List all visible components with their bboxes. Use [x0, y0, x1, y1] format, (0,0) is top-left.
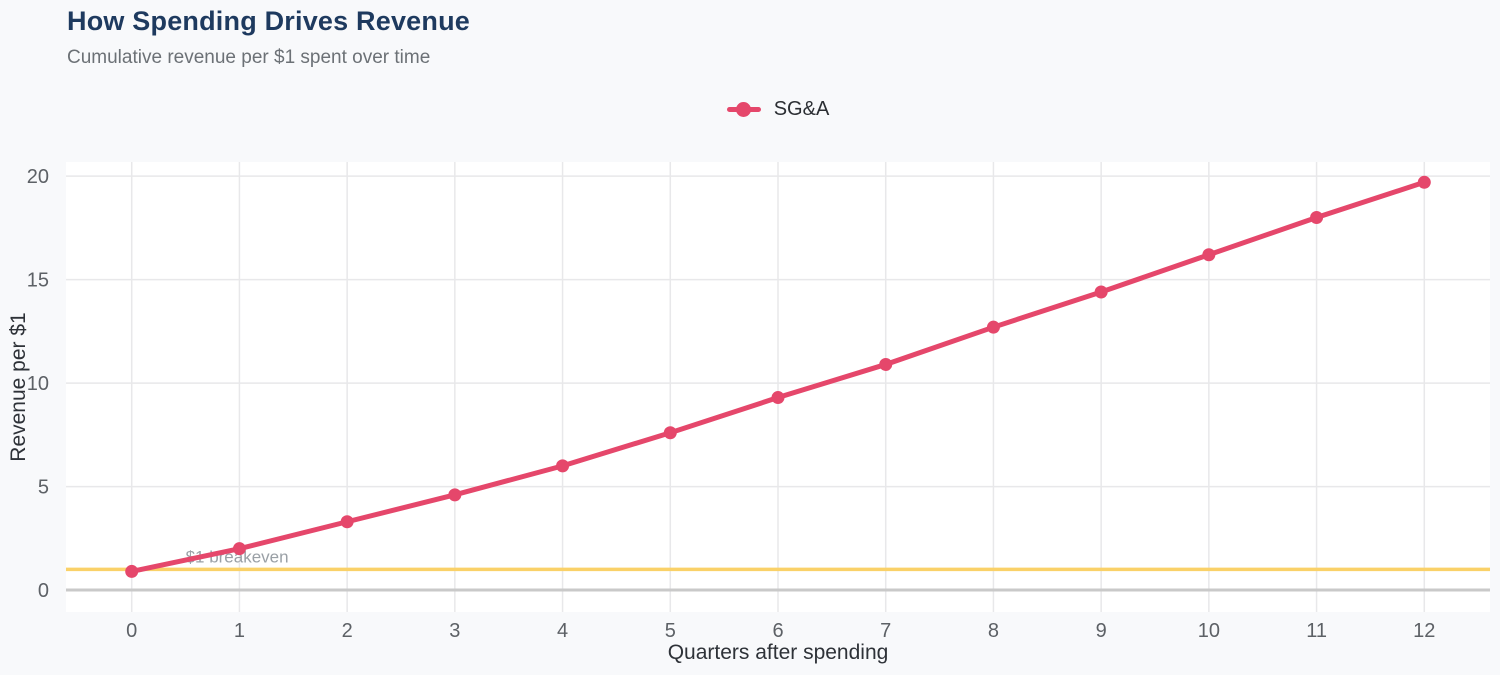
x-tick-label: 0 [126, 620, 137, 642]
x-tick-label: 5 [665, 620, 676, 642]
x-tick-label: 2 [342, 620, 353, 642]
y-tick-label: 5 [38, 477, 49, 499]
y-tick-label: 10 [27, 373, 49, 395]
x-tick-label: 4 [557, 620, 568, 642]
x-tick-label: 10 [1198, 620, 1220, 642]
legend: SG&A [66, 98, 1490, 121]
x-tick-label: 3 [449, 620, 460, 642]
y-tick-label: 20 [27, 166, 49, 188]
page-title: How Spending Drives Revenue [67, 6, 470, 36]
legend-item-sga[interactable]: SG&A [726, 98, 830, 121]
data-point[interactable] [879, 357, 893, 371]
x-tick-label: 9 [1096, 620, 1107, 642]
data-point[interactable] [125, 564, 139, 578]
y-tick-label: 15 [27, 270, 49, 292]
legend-line-marker-icon [726, 102, 761, 117]
y-tick-label: 0 [38, 580, 49, 602]
x-tick-label: 12 [1413, 620, 1435, 642]
data-point[interactable] [663, 426, 677, 440]
y-axis-title: Revenue per $1 [7, 312, 30, 461]
x-axis-title: Quarters after spending [668, 641, 889, 664]
data-point[interactable] [771, 391, 785, 405]
data-point[interactable] [1202, 248, 1216, 262]
x-tick-label: 11 [1306, 620, 1327, 642]
legend-dot-icon [736, 102, 752, 117]
data-point[interactable] [556, 459, 570, 473]
x-tick-label: 1 [234, 620, 245, 642]
x-tick-label: 7 [880, 620, 891, 642]
data-point[interactable] [1310, 210, 1324, 224]
data-point[interactable] [1417, 175, 1431, 189]
data-point[interactable] [1094, 285, 1108, 299]
chart-header: How Spending Drives Revenue Cumulative r… [67, 6, 470, 69]
data-point[interactable] [986, 320, 1000, 334]
page-subtitle: Cumulative revenue per $1 spent over tim… [67, 47, 431, 68]
data-point[interactable] [340, 515, 354, 529]
data-point[interactable] [232, 542, 246, 556]
legend-label: SG&A [773, 98, 830, 120]
x-tick-label: 6 [772, 620, 783, 642]
x-tick-label: 8 [988, 620, 999, 642]
data-point[interactable] [448, 488, 462, 502]
